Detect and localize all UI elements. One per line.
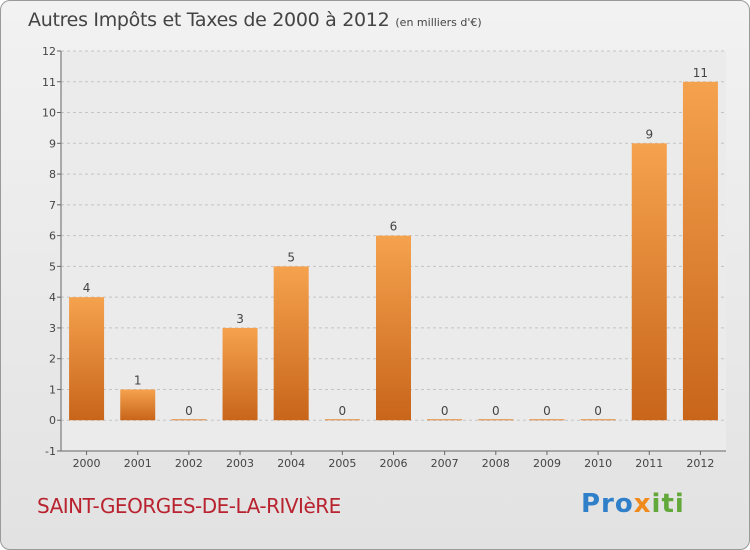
y-tick-label: 1	[49, 383, 56, 396]
bar	[69, 297, 105, 421]
data-label: 0	[185, 404, 193, 418]
x-tick-label: 2011	[635, 457, 663, 470]
data-label: 4	[83, 281, 91, 295]
bar	[682, 81, 718, 421]
chart-title: Autres Impôts et Taxes de 2000 à 2012 (en…	[28, 9, 482, 31]
bar	[580, 419, 616, 421]
y-tick-label: 9	[49, 137, 56, 150]
y-tick-label: -1	[45, 445, 56, 458]
data-label: 9	[645, 127, 653, 141]
y-tick-label: 3	[49, 322, 56, 335]
x-tick-label: 2010	[584, 457, 612, 470]
data-label: 0	[441, 404, 449, 418]
x-tick-label: 2005	[328, 457, 356, 470]
bar	[120, 389, 156, 421]
x-tick-label: 2009	[533, 457, 561, 470]
x-tick-label: 2006	[380, 457, 408, 470]
x-tick-label: 2004	[277, 457, 305, 470]
x-tick-label: 2002	[175, 457, 203, 470]
bar	[427, 419, 463, 421]
y-tick-label: 5	[49, 260, 56, 273]
x-tick-label: 2003	[226, 457, 254, 470]
y-tick-label: 7	[49, 199, 56, 212]
x-axis: 2000 2001 2002 2003 2004 2005 2006 2007 2008 2009…	[61, 450, 726, 470]
bar	[631, 143, 667, 421]
logo-part-1: Pro	[581, 489, 634, 519]
data-label: 0	[339, 404, 347, 418]
bar	[273, 266, 309, 421]
place-name: SAINT-GEORGES-DE-LA-RIVIèRE	[37, 494, 341, 518]
x-tick-label: 2012	[686, 457, 714, 470]
y-tick-label: 12	[42, 45, 56, 58]
data-label: 0	[492, 404, 500, 418]
y-tick-label: 0	[49, 414, 56, 427]
bar	[171, 419, 207, 421]
title-text: Autres Impôts et Taxes de 2000 à 2012	[28, 9, 390, 31]
y-tick-label: 4	[49, 291, 56, 304]
bar	[529, 419, 565, 421]
x-tick-label: 2001	[124, 457, 152, 470]
bars: 4 1 0 3 5 0 6 0 0 0 0 9 11	[69, 66, 718, 421]
x-tick-label: 2007	[431, 457, 459, 470]
data-label: 0	[543, 404, 551, 418]
x-tick-label: 2008	[482, 457, 510, 470]
bar	[324, 419, 360, 421]
unit-label: (en milliers d'€)	[395, 16, 482, 29]
data-label: 3	[236, 312, 244, 326]
data-label: 1	[134, 373, 142, 387]
bar	[478, 419, 514, 421]
y-tick-label: 2	[49, 353, 56, 366]
x-tick-label: 2000	[73, 457, 101, 470]
y-tick-label: 11	[42, 76, 56, 89]
data-label: 6	[390, 220, 398, 234]
proxiti-logo[interactable]: Proxiti	[581, 489, 685, 519]
y-tick-label: 8	[49, 168, 56, 181]
data-label: 5	[287, 250, 295, 264]
bar	[222, 327, 258, 421]
data-label: 11	[693, 66, 708, 80]
bar	[376, 235, 411, 421]
y-tick-label: 10	[42, 107, 56, 120]
logo-part-2: x	[633, 489, 652, 519]
data-label: 0	[594, 404, 602, 418]
y-tick-label: 6	[49, 230, 56, 243]
logo-part-3: iti	[651, 489, 685, 519]
